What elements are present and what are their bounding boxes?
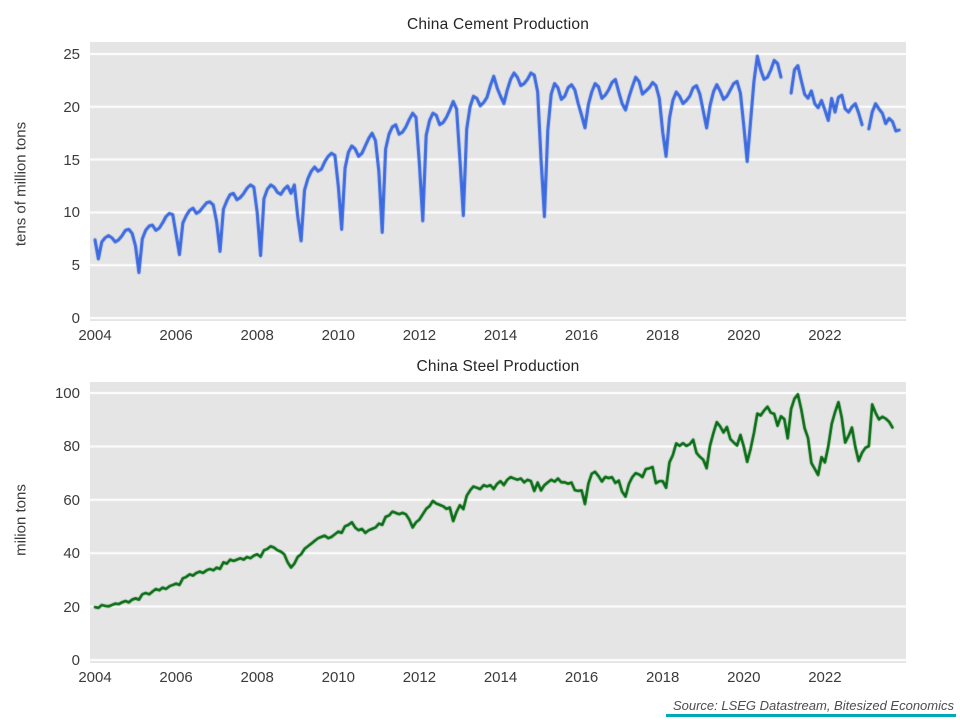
y-tick-label: 0 — [71, 652, 80, 669]
x-tick-label: 2012 — [402, 327, 437, 344]
source-note: Source: LSEG Datastream, Bitesized Econo… — [672, 698, 954, 713]
x-tick-label: 2022 — [808, 669, 842, 686]
x-tick-label: 2008 — [240, 669, 274, 686]
y-tick-label: 40 — [63, 545, 80, 563]
y-tick-label: 0 — [71, 310, 80, 327]
x-tick-label: 2020 — [727, 669, 761, 686]
x-tick-label: 2004 — [78, 327, 112, 344]
x-tick-label: 2010 — [321, 327, 355, 344]
y-tick-label: 100 — [54, 385, 80, 402]
steel-plot-area — [90, 382, 906, 663]
x-tick-label: 2016 — [564, 327, 599, 344]
y-tick-label: 25 — [63, 46, 80, 63]
x-tick-label: 2004 — [78, 669, 112, 686]
cement-chart-canvas — [90, 42, 906, 321]
x-tick-label: 2016 — [564, 669, 599, 686]
x-tick-label: 2020 — [727, 327, 761, 344]
x-tick-label: 2022 — [808, 327, 842, 344]
cement-plot-area — [90, 42, 906, 321]
x-tick-label: 2014 — [483, 669, 518, 686]
y-tick-label: 60 — [63, 491, 80, 509]
x-tick-label: 2014 — [483, 327, 518, 344]
x-tick-label: 2018 — [646, 669, 680, 686]
y-tick-label: 5 — [71, 257, 80, 275]
x-tick-label: 2006 — [159, 669, 193, 686]
source-accent-bar — [666, 714, 956, 717]
steel-y-axis-label: milion tons — [12, 484, 30, 556]
cement-chart-title: China Cement Production — [406, 16, 590, 33]
cement-y-axis-label: tens of million tons — [12, 121, 30, 247]
steel-chart-canvas — [90, 382, 906, 663]
y-tick-label: 80 — [63, 438, 80, 456]
x-tick-label: 2012 — [402, 669, 437, 686]
y-tick-label: 15 — [63, 151, 80, 169]
x-tick-label: 2010 — [321, 669, 355, 686]
x-tick-label: 2006 — [159, 327, 193, 344]
x-tick-label: 2018 — [646, 327, 680, 344]
y-tick-label: 20 — [63, 98, 80, 116]
y-tick-label: 20 — [63, 598, 80, 616]
y-tick-label: 10 — [63, 204, 80, 222]
steel-chart-title: China Steel Production — [416, 358, 580, 375]
x-tick-label: 2008 — [240, 327, 274, 344]
